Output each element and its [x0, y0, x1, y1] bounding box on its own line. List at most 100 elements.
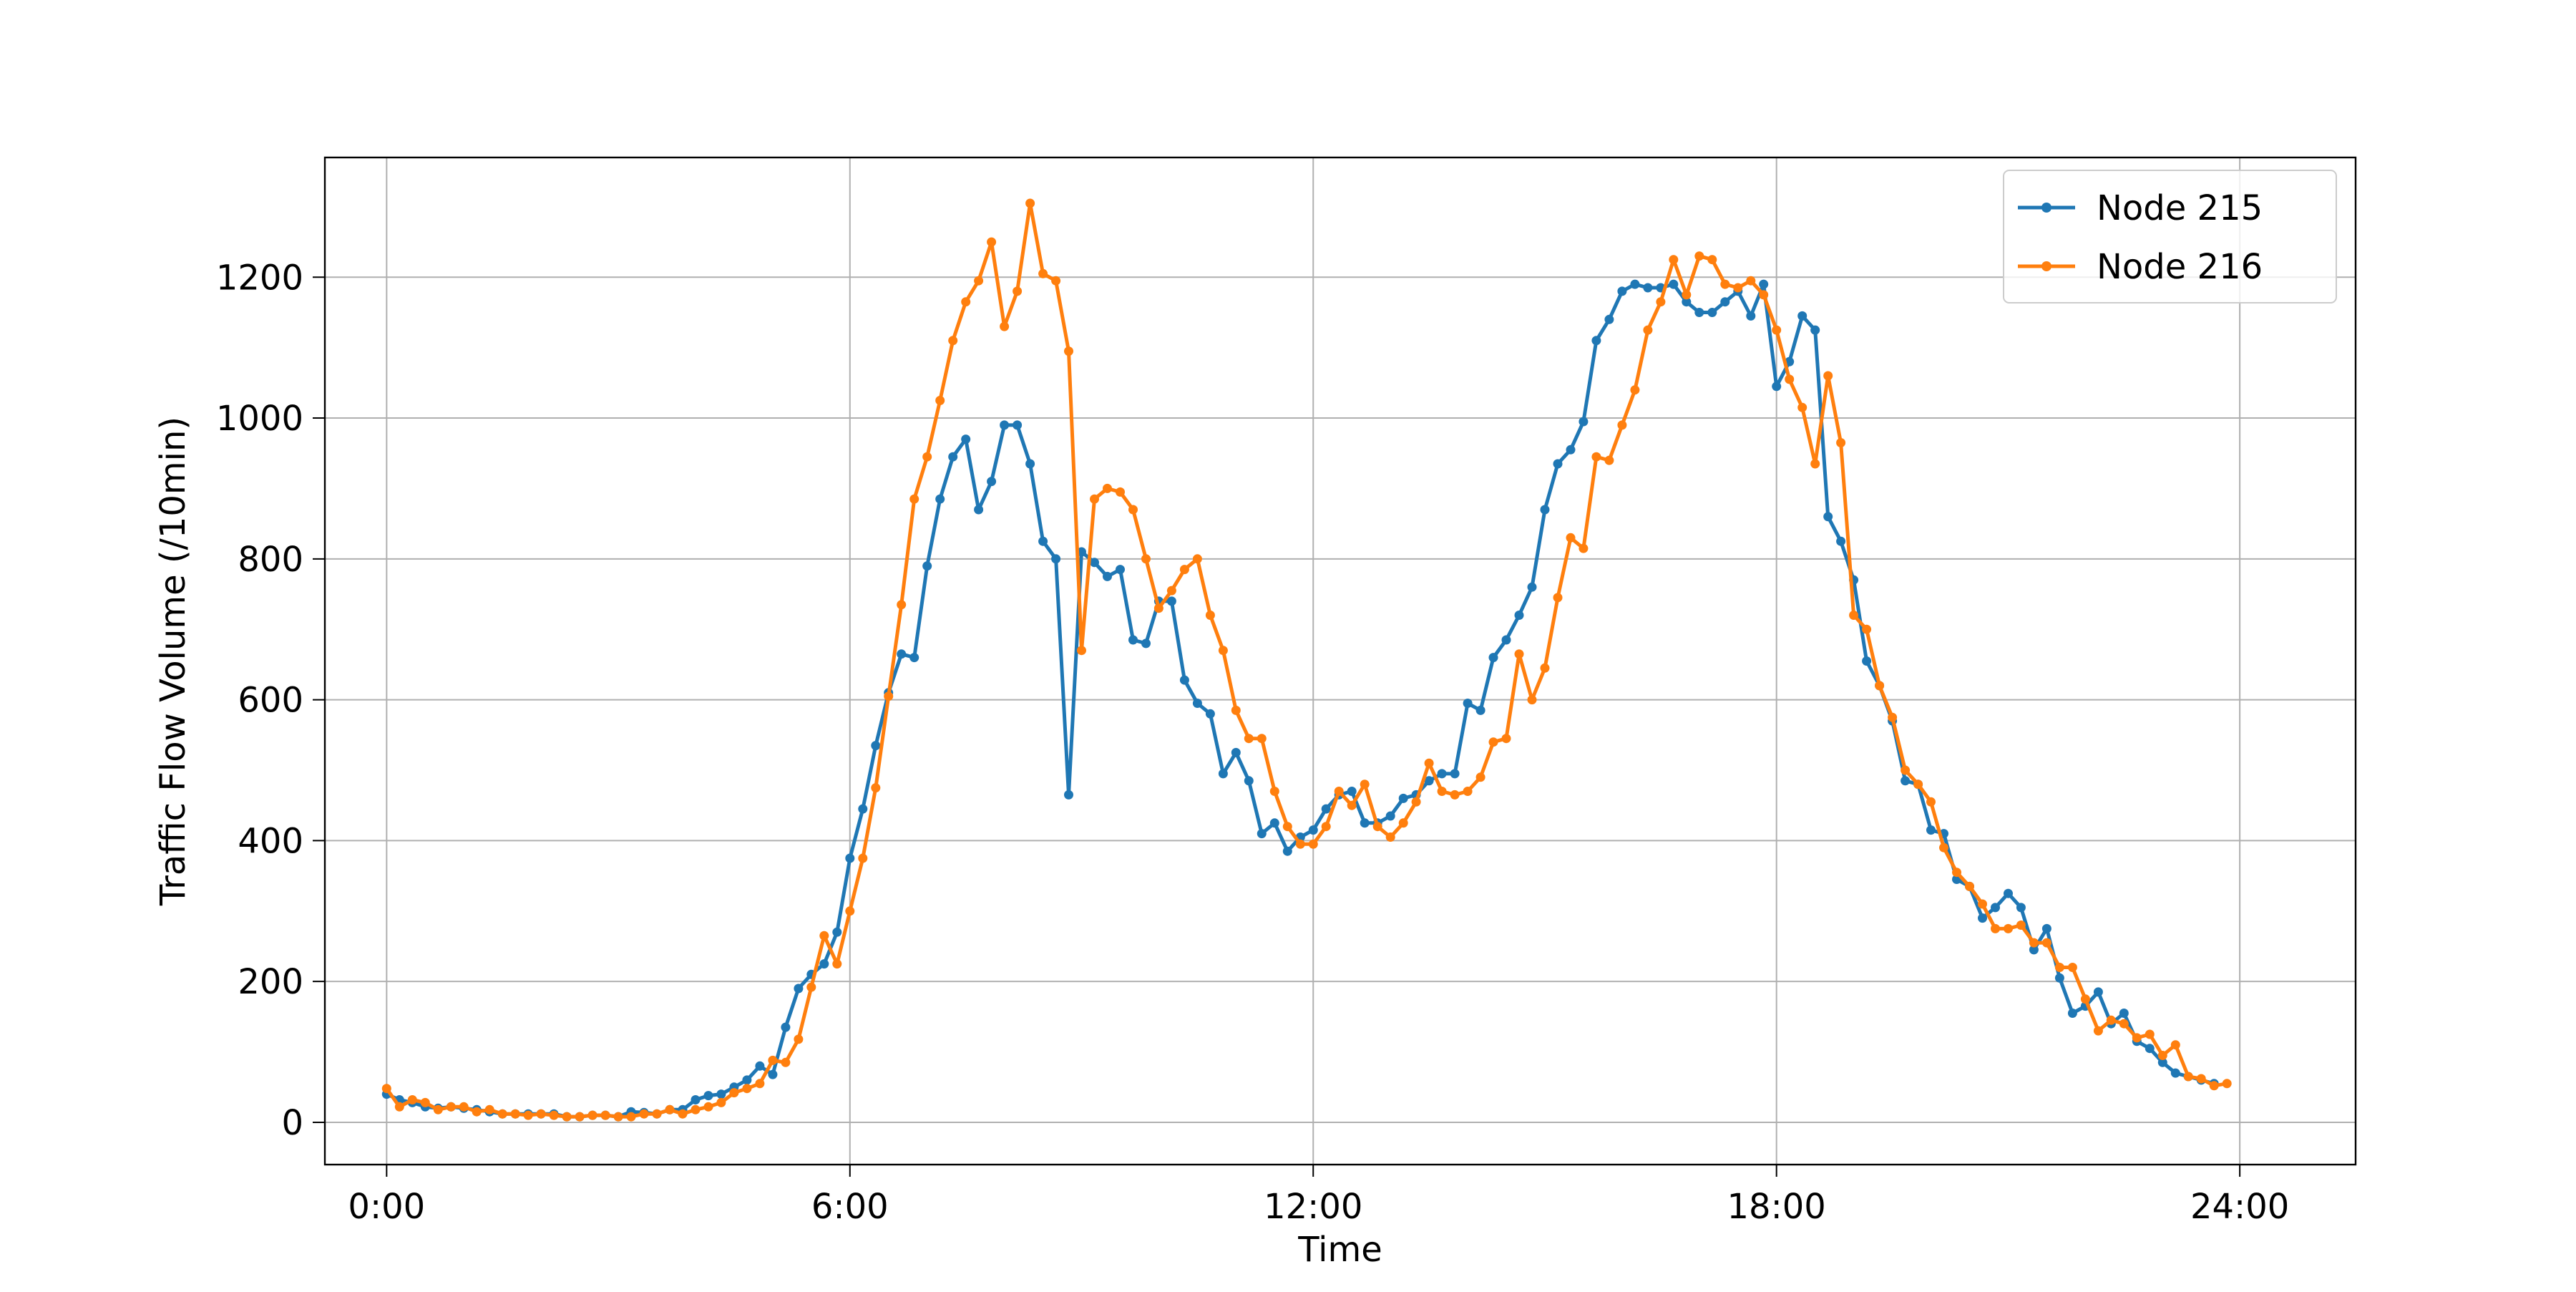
- x-tick-label: 18:00: [1727, 1187, 1826, 1227]
- legend-entry: Node 216: [2018, 247, 2263, 287]
- data-point: [1090, 494, 1099, 504]
- data-point: [1888, 712, 1898, 722]
- data-point: [742, 1075, 752, 1085]
- data-point: [1488, 737, 1498, 747]
- data-point: [1437, 769, 1447, 779]
- data-point: [1901, 776, 1911, 786]
- data-point: [1488, 653, 1498, 663]
- data-point: [2106, 1015, 2116, 1025]
- y-tick-label: 200: [238, 962, 303, 1002]
- data-point: [845, 906, 855, 916]
- data-point: [1527, 695, 1537, 705]
- data-point: [446, 1102, 456, 1112]
- y-tick-label: 400: [238, 821, 303, 861]
- legend: Node 215 Node 216: [2003, 170, 2337, 303]
- data-point: [1579, 543, 1589, 553]
- data-point: [1372, 822, 1382, 832]
- data-point: [1591, 452, 1601, 462]
- data-point: [2067, 963, 2077, 972]
- data-point: [1862, 624, 1872, 634]
- data-point: [1398, 793, 1408, 803]
- data-point: [987, 237, 997, 247]
- data-point: [1733, 283, 1743, 293]
- data-point: [1321, 804, 1331, 814]
- data-point: [1965, 881, 1974, 891]
- data-point: [549, 1110, 559, 1120]
- data-point: [691, 1095, 701, 1104]
- legend-marker: [2041, 261, 2051, 271]
- y-tick-label: 600: [238, 681, 303, 721]
- data-point: [1282, 846, 1292, 856]
- data-point: [1823, 371, 1833, 381]
- data-point: [987, 477, 997, 487]
- data-point: [729, 1088, 739, 1098]
- data-point: [1295, 839, 1305, 849]
- data-point: [1669, 255, 1679, 265]
- y-tick-label: 1200: [216, 258, 303, 298]
- data-point: [2145, 1044, 2155, 1054]
- data-point: [1321, 822, 1331, 832]
- x-tick-label: 12:00: [1264, 1187, 1362, 1227]
- data-point: [858, 804, 868, 814]
- data-point: [1566, 445, 1576, 455]
- data-point: [394, 1102, 404, 1112]
- data-point: [1952, 868, 1961, 878]
- data-point: [2093, 987, 2103, 997]
- data-point: [1013, 286, 1023, 296]
- data-point: [1514, 649, 1524, 659]
- data-point: [1810, 459, 1820, 469]
- data-point: [1231, 747, 1241, 757]
- data-point: [1913, 779, 1923, 790]
- data-point: [1153, 603, 1163, 613]
- data-point: [1785, 374, 1795, 384]
- data-point: [562, 1112, 572, 1122]
- data-point: [1810, 325, 1820, 335]
- legend-label: Node 216: [2097, 247, 2263, 287]
- data-point: [1514, 611, 1524, 620]
- data-point: [948, 452, 958, 462]
- data-point: [2157, 1057, 2167, 1067]
- data-point: [1656, 297, 1666, 307]
- data-point: [781, 1022, 791, 1032]
- data-point: [575, 1112, 585, 1122]
- data-point: [2119, 1019, 2129, 1029]
- data-point: [1025, 198, 1035, 208]
- data-point: [974, 505, 984, 515]
- data-point: [2222, 1079, 2232, 1089]
- data-point: [1978, 913, 1987, 923]
- data-point: [1103, 571, 1112, 581]
- data-point: [626, 1112, 636, 1122]
- x-axis-label: Time: [1297, 1230, 1382, 1270]
- data-point: [1038, 536, 1048, 546]
- data-point: [961, 297, 971, 307]
- data-point: [2067, 1009, 2077, 1018]
- data-point: [1244, 776, 1254, 786]
- data-point: [1926, 825, 1936, 835]
- y-tick-label: 1000: [216, 399, 303, 439]
- data-point: [1218, 646, 1228, 656]
- data-point: [1540, 505, 1550, 515]
- data-point: [1013, 420, 1023, 430]
- data-point: [1707, 308, 1717, 317]
- data-point: [1875, 681, 1885, 691]
- data-point: [1424, 776, 1434, 786]
- data-point: [1128, 635, 1138, 645]
- data-point: [974, 276, 984, 286]
- data-point: [1179, 675, 1189, 685]
- data-point: [1720, 297, 1730, 307]
- data-point: [1720, 279, 1730, 289]
- data-point: [1553, 593, 1563, 603]
- data-point: [2029, 938, 2039, 948]
- data-point: [716, 1089, 726, 1099]
- data-point: [1090, 558, 1099, 568]
- data-point: [1475, 772, 1485, 782]
- data-point: [1064, 790, 1073, 800]
- data-point: [523, 1110, 533, 1120]
- data-point: [858, 853, 868, 863]
- data-point: [1540, 663, 1550, 673]
- data-point: [2157, 1051, 2167, 1060]
- data-point: [1926, 797, 1936, 807]
- data-point: [691, 1104, 701, 1114]
- data-point: [1591, 336, 1601, 346]
